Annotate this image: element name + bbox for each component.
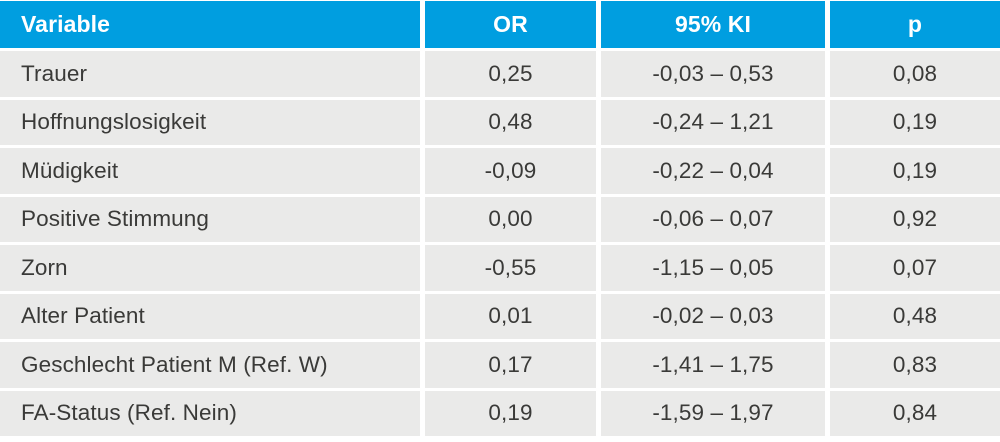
cell-variable: Geschlecht Patient M (Ref. W)	[0, 342, 420, 388]
cell-p: 0,19	[830, 148, 1000, 194]
cell-p: 0,84	[830, 390, 1000, 436]
cell-ci: -0,03 – 0,53	[601, 51, 825, 97]
cell-variable: Positive Stimmung	[0, 196, 420, 242]
cell-or: 0,19	[425, 390, 596, 436]
cell-p: 0,48	[830, 293, 1000, 339]
cell-ci: -1,59 – 1,97	[601, 390, 825, 436]
cell-variable: Hoffnungslosigkeit	[0, 99, 420, 145]
column-header-or: OR	[425, 1, 596, 48]
cell-or: 0,17	[425, 342, 596, 388]
cell-p: 0,07	[830, 245, 1000, 291]
cell-ci: -0,24 – 1,21	[601, 99, 825, 145]
column-header-95ki: 95% KI	[601, 1, 825, 48]
column-header-variable: Variable	[0, 1, 420, 48]
cell-or: -0,55	[425, 245, 596, 291]
cell-or: 0,25	[425, 51, 596, 97]
cell-variable: FA-Status (Ref. Nein)	[0, 390, 420, 436]
cell-variable: Zorn	[0, 245, 420, 291]
cell-ci: -0,06 – 0,07	[601, 196, 825, 242]
cell-p: 0,92	[830, 196, 1000, 242]
cell-or: 0,00	[425, 196, 596, 242]
cell-variable: Alter Patient	[0, 293, 420, 339]
column-header-p: p	[830, 1, 1000, 48]
cell-ci: -0,02 – 0,03	[601, 293, 825, 339]
cell-ci: -1,15 – 0,05	[601, 245, 825, 291]
cell-p: 0,08	[830, 51, 1000, 97]
cell-variable: Trauer	[0, 51, 420, 97]
cell-p: 0,83	[830, 342, 1000, 388]
cell-or: 0,48	[425, 99, 596, 145]
cell-or: 0,01	[425, 293, 596, 339]
cell-variable: Müdigkeit	[0, 148, 420, 194]
cell-or: -0,09	[425, 148, 596, 194]
cell-ci: -0,22 – 0,04	[601, 148, 825, 194]
cell-ci: -1,41 – 1,75	[601, 342, 825, 388]
cell-p: 0,19	[830, 99, 1000, 145]
